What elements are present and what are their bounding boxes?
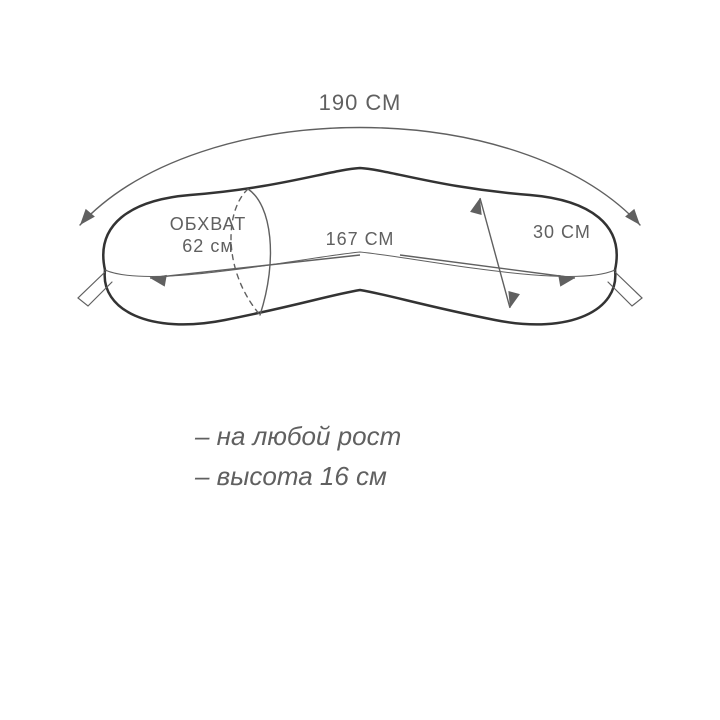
arc-dimension-line (80, 128, 640, 226)
girth-ring-front (248, 189, 270, 315)
inner-length-label: 167 СМ (326, 229, 395, 249)
note-line-2: – высота 16 см (194, 461, 387, 491)
thickness-line (480, 198, 510, 308)
thickness-label: 30 СМ (533, 222, 591, 242)
pillow-outline-bottom (105, 270, 616, 324)
arc-length-label: 190 СМ (319, 90, 402, 115)
inner-length-arrow-left (149, 272, 167, 287)
girth-value-label: 62 см (182, 236, 233, 256)
diagram-canvas: 190 СМ ОБХВАТ 62 см 167 СМ 30 СМ – на лю… (0, 0, 720, 720)
inner-length-arrow-right (558, 272, 576, 287)
note-line-1: – на любой рост (194, 421, 401, 451)
inner-length-line-right (400, 255, 575, 278)
arc-arrow-left (75, 209, 94, 229)
arc-arrow-right (625, 209, 644, 229)
girth-title-label: ОБХВАТ (170, 214, 246, 234)
inner-length-line-left (150, 255, 360, 278)
girth-ring-back (231, 189, 260, 315)
